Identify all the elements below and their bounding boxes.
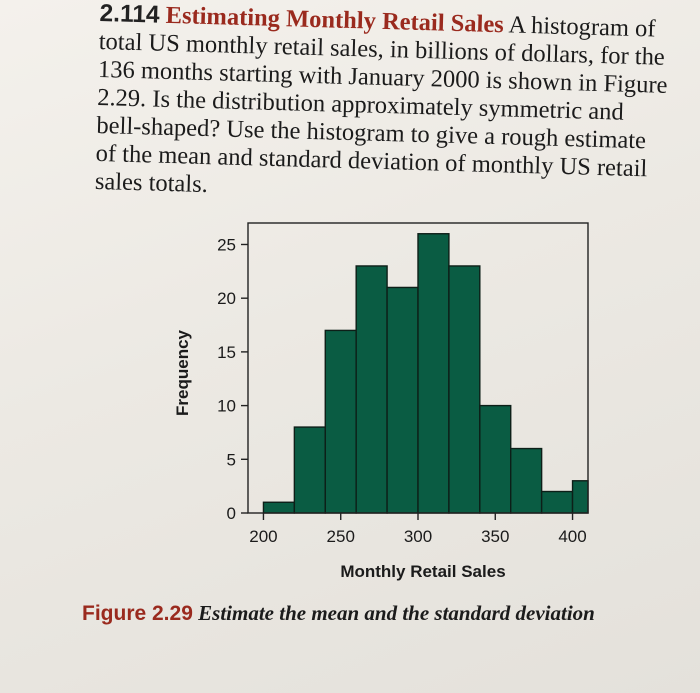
histogram-bar <box>448 265 481 514</box>
histogram-figure: 0 5 10 15 20 25 200 250 300 350 400 Monthly Retail … <box>150 215 620 585</box>
histogram-bar <box>386 286 419 514</box>
histogram-bar <box>324 329 357 514</box>
y-tick-label: 25 <box>217 235 236 254</box>
histogram-bar <box>293 426 326 514</box>
figure-caption: Figure 2.29 Estimate the mean and the st… <box>82 596 662 631</box>
y-tick-label: 5 <box>227 450 236 469</box>
x-tick-label: 400 <box>558 527 586 546</box>
histogram-bar <box>510 447 543 514</box>
y-tick-label: 10 <box>217 397 236 416</box>
histogram-bar <box>571 480 589 514</box>
y-tick-label: 20 <box>217 289 236 308</box>
problem-number: 2.114 <box>99 0 160 29</box>
x-tick-label: 350 <box>481 527 509 546</box>
histogram-bar <box>540 490 574 514</box>
y-axis-label: Frequency <box>173 329 192 416</box>
figure-caption-text: Estimate the mean and the standard devia… <box>198 601 595 625</box>
histogram-bar <box>479 404 512 514</box>
x-tick-label: 200 <box>249 527 277 546</box>
x-axis-label: Monthly Retail Sales <box>340 562 505 581</box>
histogram-bar <box>417 233 450 514</box>
y-tick-label: 0 <box>227 504 236 523</box>
x-tick-label: 300 <box>404 527 432 546</box>
problem-text: 2.114 Estimating Monthly Retail Sales A … <box>95 0 670 212</box>
figure-label: Figure 2.29 <box>82 602 193 625</box>
histogram-bar <box>355 265 388 514</box>
x-tick-label: 250 <box>327 527 355 546</box>
histogram-chart: 0 5 10 15 20 25 200 250 300 350 400 Monthly Retail … <box>173 222 589 581</box>
histogram-bar <box>262 501 296 514</box>
y-tick-label: 15 <box>217 343 236 362</box>
problem-body: A histogram of total US monthly retail s… <box>94 11 668 199</box>
